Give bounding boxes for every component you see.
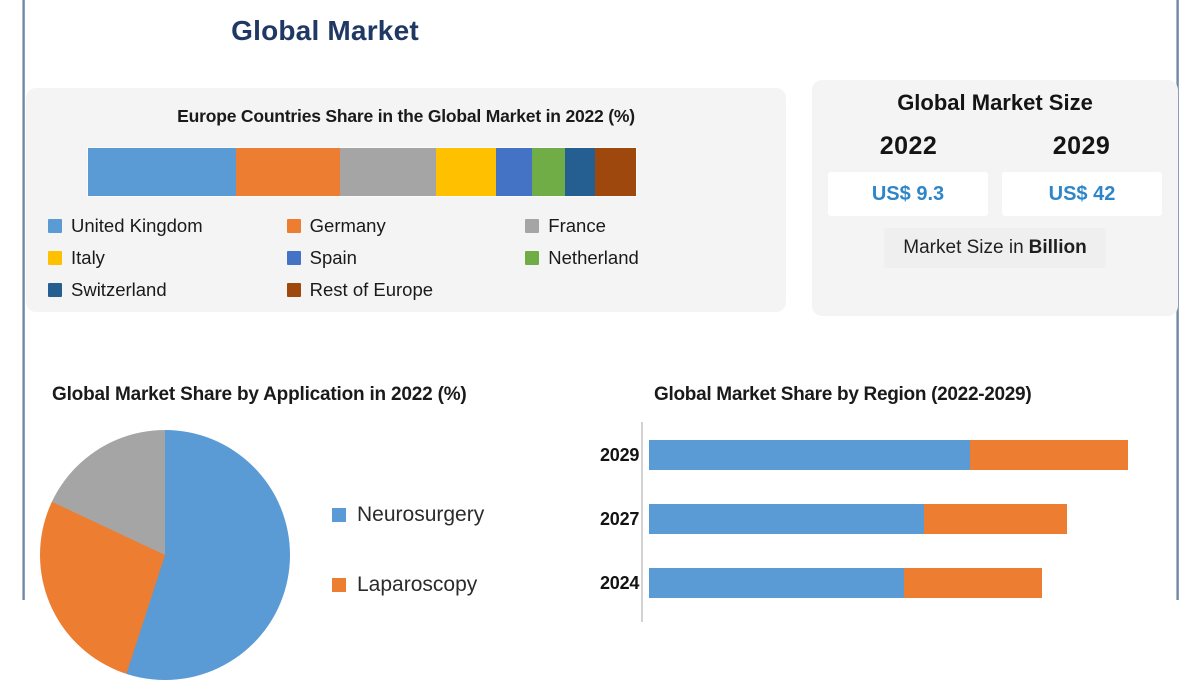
region-bar-segment: [649, 440, 971, 470]
region-chart-title: Global Market Share by Region (2022-2029…: [654, 384, 1032, 405]
region-stacked-bar: [649, 568, 1178, 598]
market-size-card: Global Market Size 2022 2029 US$ 9.3 US$…: [812, 80, 1178, 316]
europe-legend-label: Rest of Europe: [309, 279, 434, 300]
legend-swatch-icon: [286, 251, 301, 265]
legend-swatch-icon: [48, 283, 62, 297]
market-size-years: 2022 2029: [822, 132, 1168, 161]
europe-legend-label: Netherland: [548, 247, 639, 268]
europe-legend-item: France: [525, 210, 764, 242]
europe-segment-switzerland: [564, 148, 595, 196]
market-size-value-2029: US$ 42: [1002, 172, 1162, 216]
market-size-value-2022: US$ 9.3: [828, 172, 988, 216]
europe-legend-item: Netherland: [525, 242, 764, 274]
application-legend-item: Laparoscopy: [332, 550, 582, 620]
left-border: [22, 0, 25, 600]
europe-stacked-bar: [88, 148, 636, 196]
application-legend-label: Laparoscopy: [357, 573, 478, 596]
region-bar-segment: [970, 440, 1129, 470]
market-size-year-2022: 2022: [879, 132, 938, 160]
europe-legend-item: Switzerland: [48, 274, 287, 306]
europe-legend-item: United Kingdom: [48, 210, 287, 242]
europe-segment-germany: [235, 148, 341, 196]
europe-legend-item: Rest of Europe: [286, 274, 526, 306]
market-size-year-2029: 2029: [1052, 132, 1111, 160]
region-axis-label: 2029: [600, 444, 640, 465]
market-size-values: US$ 9.3 US$ 42: [828, 172, 1162, 216]
legend-swatch-icon: [286, 283, 301, 297]
region-bar-segment: [924, 504, 1068, 534]
page-title: Global Market: [231, 15, 419, 46]
legend-swatch-icon: [286, 219, 301, 233]
europe-segment-united-kingdom: [88, 148, 236, 196]
region-bar-row: 2024: [600, 568, 1178, 598]
europe-segment-rest-of-europe: [594, 148, 636, 196]
europe-legend: United Kingdom Germany France Italy Spain Net…: [48, 210, 764, 306]
europe-legend-item: Germany: [286, 210, 526, 242]
market-size-unit-value: Billion: [1028, 237, 1087, 258]
infographic-canvas: Global Market Europe Countries Share in …: [22, 0, 1179, 680]
market-size-unit-prefix: Market Size in: [903, 237, 1024, 258]
legend-swatch-icon: [332, 578, 346, 592]
legend-swatch-icon: [48, 219, 62, 233]
europe-segment-italy: [435, 148, 497, 196]
market-size-title: Global Market Size: [897, 90, 1093, 115]
application-legend: Neurosurgery Laparoscopy: [332, 480, 582, 620]
europe-legend-label: France: [548, 215, 606, 236]
europe-share-card: Europe Countries Share in the Global Mar…: [26, 88, 786, 312]
europe-segment-france: [340, 148, 436, 196]
legend-swatch-icon: [525, 251, 540, 265]
region-bar-row: 2029: [600, 440, 1178, 470]
legend-swatch-icon: [48, 251, 62, 265]
europe-legend-label: Switzerland: [71, 279, 167, 300]
region-bar-segment: [649, 568, 904, 598]
europe-legend-label: United Kingdom: [71, 215, 203, 236]
region-plot-area: 2029 2027 2024: [600, 422, 1178, 622]
region-axis-label: 2024: [600, 572, 640, 593]
europe-chart-title: Europe Countries Share in the Global Mar…: [177, 106, 635, 126]
region-stacked-bar: [649, 504, 1178, 534]
region-bar-segment: [649, 504, 925, 534]
region-axis-label: 2027: [600, 508, 640, 529]
region-stacked-bar: [649, 440, 1178, 470]
legend-swatch-icon: [332, 508, 346, 522]
europe-legend-item: Italy: [48, 242, 287, 274]
legend-swatch-icon: [525, 219, 540, 233]
region-value-axis: [641, 422, 643, 622]
application-legend-label: Neurosurgery: [357, 503, 485, 526]
region-bar-segment: [904, 568, 1042, 598]
europe-segment-netherland: [531, 148, 565, 196]
application-legend-item: Neurosurgery: [332, 480, 582, 550]
europe-legend-label: Germany: [309, 215, 386, 236]
application-pie-chart: [40, 430, 290, 680]
europe-legend-label: Spain: [309, 247, 357, 268]
europe-legend-label: Italy: [71, 247, 105, 268]
europe-legend-item: Spain: [286, 242, 526, 274]
application-share-block: Global Market Share by Application in 20…: [26, 380, 586, 680]
region-share-block: Global Market Share by Region (2022-2029…: [600, 380, 1178, 622]
application-chart-title: Global Market Share by Application in 20…: [52, 384, 467, 405]
region-bar-row: 2027: [600, 504, 1178, 534]
market-size-unit-note: Market Size in Billion: [884, 228, 1106, 268]
europe-segment-spain: [496, 148, 532, 196]
